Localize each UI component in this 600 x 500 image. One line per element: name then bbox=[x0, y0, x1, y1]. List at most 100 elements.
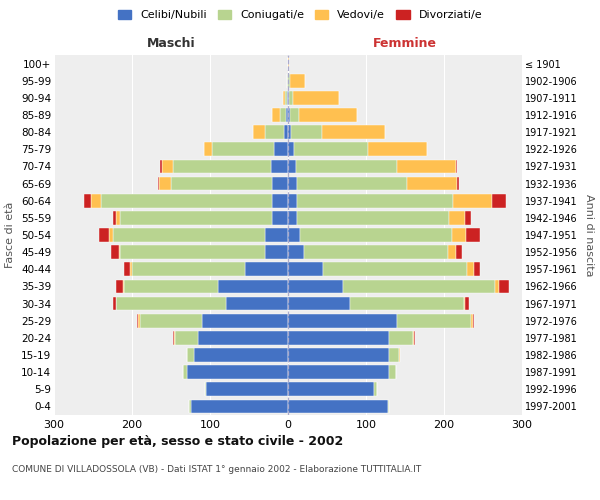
Bar bbox=[287, 74, 288, 88]
Bar bbox=[265, 246, 288, 259]
Bar bbox=[113, 211, 116, 224]
Bar bbox=[288, 91, 289, 104]
Text: Femmine: Femmine bbox=[373, 37, 437, 50]
Bar bbox=[132, 262, 245, 276]
Bar bbox=[288, 296, 350, 310]
Bar bbox=[452, 228, 466, 242]
Bar bbox=[120, 211, 272, 224]
Bar bbox=[111, 246, 119, 259]
Bar bbox=[116, 296, 226, 310]
Bar bbox=[288, 74, 290, 88]
Bar bbox=[493, 194, 506, 207]
Bar bbox=[161, 160, 173, 173]
Bar bbox=[290, 74, 305, 88]
Bar bbox=[407, 176, 457, 190]
Bar bbox=[160, 160, 161, 173]
Text: Maschi: Maschi bbox=[146, 37, 196, 50]
Bar bbox=[265, 126, 284, 139]
Bar bbox=[288, 331, 389, 344]
Bar bbox=[388, 400, 389, 413]
Bar bbox=[245, 262, 288, 276]
Bar bbox=[121, 246, 265, 259]
Bar bbox=[191, 400, 288, 413]
Bar bbox=[288, 280, 343, 293]
Bar bbox=[399, 348, 400, 362]
Bar bbox=[449, 211, 465, 224]
Bar bbox=[389, 366, 395, 379]
Bar bbox=[413, 331, 415, 344]
Bar bbox=[265, 228, 288, 242]
Bar bbox=[298, 194, 454, 207]
Bar bbox=[456, 160, 457, 173]
Bar bbox=[272, 194, 288, 207]
Bar bbox=[499, 280, 509, 293]
Bar bbox=[343, 280, 495, 293]
Bar bbox=[116, 211, 120, 224]
Bar bbox=[293, 91, 340, 104]
Bar bbox=[174, 331, 175, 344]
Bar bbox=[158, 176, 160, 190]
Bar bbox=[91, 194, 101, 207]
Bar bbox=[467, 262, 473, 276]
Bar bbox=[389, 348, 399, 362]
Bar bbox=[109, 228, 113, 242]
Bar bbox=[187, 348, 194, 362]
Bar bbox=[288, 108, 290, 122]
Bar bbox=[274, 142, 288, 156]
Bar bbox=[465, 211, 472, 224]
Bar bbox=[288, 160, 296, 173]
Bar bbox=[202, 314, 288, 328]
Bar bbox=[457, 176, 459, 190]
Bar bbox=[175, 331, 198, 344]
Bar bbox=[300, 228, 452, 242]
Bar bbox=[189, 400, 191, 413]
Bar bbox=[288, 246, 304, 259]
Bar bbox=[119, 246, 120, 259]
Bar bbox=[464, 296, 465, 310]
Bar bbox=[288, 348, 389, 362]
Bar bbox=[495, 280, 499, 293]
Bar bbox=[397, 160, 456, 173]
Bar bbox=[187, 366, 288, 379]
Bar bbox=[288, 56, 289, 70]
Bar bbox=[271, 160, 288, 173]
Bar bbox=[288, 314, 397, 328]
Legend: Celibi/Nubili, Coniugati/e, Vedovi/e, Divorziati/e: Celibi/Nubili, Coniugati/e, Vedovi/e, Di… bbox=[113, 6, 487, 25]
Bar bbox=[322, 126, 385, 139]
Bar bbox=[171, 176, 272, 190]
Bar bbox=[198, 331, 288, 344]
Bar bbox=[204, 142, 212, 156]
Bar bbox=[285, 91, 287, 104]
Text: Popolazione per età, sesso e stato civile - 2002: Popolazione per età, sesso e stato civil… bbox=[12, 435, 343, 448]
Bar bbox=[291, 126, 322, 139]
Y-axis label: Fasce di età: Fasce di età bbox=[5, 202, 16, 268]
Bar bbox=[287, 91, 288, 104]
Bar bbox=[182, 366, 187, 379]
Bar bbox=[465, 296, 469, 310]
Bar bbox=[350, 296, 464, 310]
Bar bbox=[113, 228, 265, 242]
Bar bbox=[284, 126, 288, 139]
Bar bbox=[288, 211, 298, 224]
Bar bbox=[288, 194, 298, 207]
Bar bbox=[173, 160, 271, 173]
Bar bbox=[448, 246, 456, 259]
Text: COMUNE DI VILLADOSSOLA (VB) - Dati ISTAT 1° gennaio 2002 - Elaborazione TUTTITAL: COMUNE DI VILLADOSSOLA (VB) - Dati ISTAT… bbox=[12, 465, 421, 474]
Bar bbox=[374, 382, 377, 396]
Bar bbox=[289, 91, 293, 104]
Bar bbox=[218, 280, 288, 293]
Bar bbox=[368, 142, 427, 156]
Bar bbox=[296, 160, 397, 173]
Bar bbox=[272, 211, 288, 224]
Bar bbox=[456, 246, 462, 259]
Bar bbox=[286, 108, 288, 122]
Bar bbox=[140, 314, 202, 328]
Bar bbox=[101, 194, 272, 207]
Bar bbox=[160, 176, 171, 190]
Bar bbox=[288, 382, 374, 396]
Bar bbox=[253, 126, 265, 139]
Bar bbox=[323, 262, 467, 276]
Bar bbox=[294, 142, 368, 156]
Bar bbox=[298, 176, 407, 190]
Bar bbox=[288, 262, 323, 276]
